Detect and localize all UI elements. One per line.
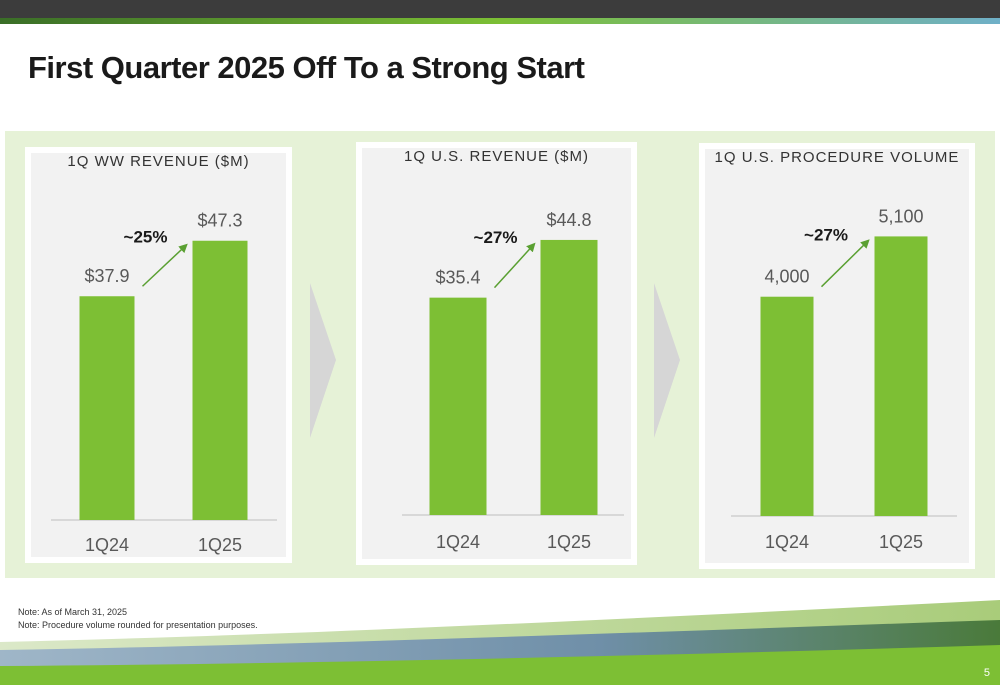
tick-label: 1Q25 — [547, 532, 591, 552]
us-revenue-bar-chart: $35.4 1Q24 $44.8 1Q25 ~27% — [402, 210, 624, 552]
bar-1q25 — [874, 236, 928, 516]
procedure-volume-bar-chart: 4,000 1Q24 5,100 1Q25 ~27% — [731, 206, 957, 552]
tick-label: 1Q24 — [436, 532, 480, 552]
footnote: Note: Procedure volume rounded for prese… — [18, 620, 258, 630]
chart-panel-procedure-volume: 1Q U.S. PROCEDURE VOLUME 4,000 1Q24 5,100 1… — [699, 143, 975, 569]
tick-label: 1Q24 — [85, 535, 129, 555]
data-label: $37.9 — [84, 266, 129, 286]
bar-1q24 — [79, 296, 135, 520]
ww-revenue-bar-chart: $37.9 1Q24 $47.3 1Q25 ~25% — [51, 211, 277, 555]
bar-1q25 — [192, 240, 248, 520]
growth-arrow — [820, 239, 870, 288]
data-label: $35.4 — [435, 268, 480, 288]
chart-title: 1Q U.S. REVENUE ($M) — [403, 148, 590, 165]
data-label: $44.8 — [546, 210, 591, 230]
tick-label: 1Q24 — [765, 532, 809, 552]
growth-label: ~27% — [474, 228, 518, 247]
growth-arrow — [493, 242, 536, 289]
page-number: 5 — [983, 667, 990, 679]
data-label: 4,000 — [764, 267, 809, 287]
chart-panel-us-revenue: 1Q U.S. REVENUE ($M) $35.4 1Q24 $44.8 1Q25 ~… — [356, 142, 637, 565]
footer-swoosh — [0, 600, 1000, 685]
bar-1q24 — [760, 296, 814, 516]
bar-1q24 — [429, 297, 487, 515]
slide-title: First Quarter 2025 Off To a Strong Start — [28, 50, 585, 85]
data-label: 5,100 — [878, 206, 923, 226]
tick-label: 1Q25 — [879, 532, 923, 552]
growth-label: ~27% — [804, 226, 848, 245]
growth-arrow — [141, 243, 188, 287]
data-label: $47.3 — [197, 211, 242, 231]
top-accent-stripe — [0, 18, 1000, 24]
chart-title: 1Q WW REVENUE ($M) — [67, 153, 250, 170]
top-bar — [0, 0, 1000, 18]
chart-panel-ww-revenue: 1Q WW REVENUE ($M) $37.9 1Q24 $47.3 1Q25 ~25… — [25, 147, 292, 563]
tick-label: 1Q25 — [198, 535, 242, 555]
chart-title: 1Q U.S. PROCEDURE VOLUME — [714, 149, 960, 166]
footnotes: Note: As of March 31, 2025 Note: Procedu… — [18, 606, 258, 632]
growth-label: ~25% — [124, 227, 168, 246]
footnote: Note: As of March 31, 2025 — [18, 607, 128, 617]
chevron-right-icon — [654, 283, 680, 438]
chevron-right-icon — [310, 283, 336, 438]
bar-1q25 — [540, 239, 598, 515]
